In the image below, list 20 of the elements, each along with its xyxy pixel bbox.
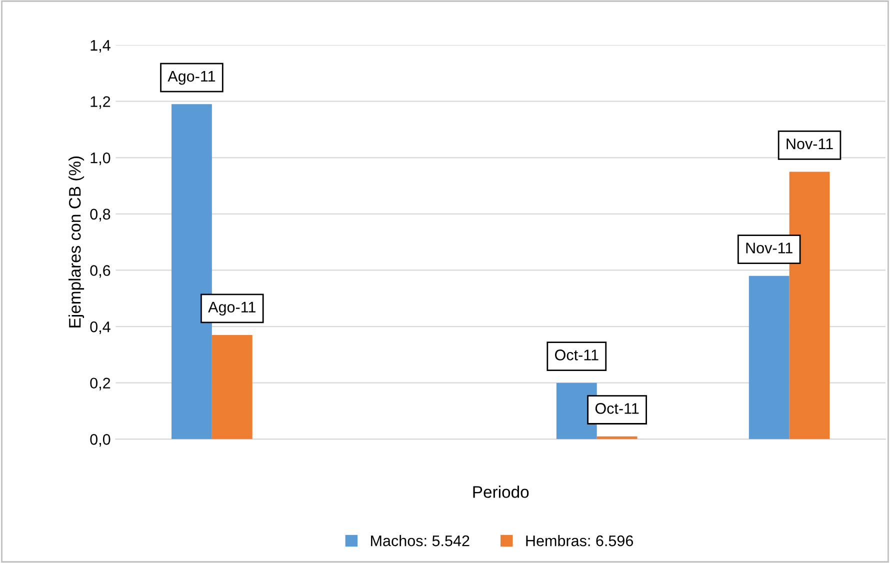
- y-tick-label: 0,8: [90, 208, 110, 222]
- data-label: Ago-11: [208, 302, 256, 316]
- y-tick-label: 1,0: [90, 152, 110, 166]
- data-label: Nov-11: [786, 138, 833, 150]
- y-tick-label: 0,4: [90, 321, 110, 334]
- y-tick-label: 1,2: [90, 96, 110, 109]
- data-label: Oct-11: [595, 403, 639, 414]
- y-tick-label: 0,6: [90, 265, 110, 278]
- y-tick-label: 0,2: [90, 378, 110, 390]
- y-tick-label: 1,4: [90, 40, 110, 53]
- data-label: Ago-11: [168, 71, 216, 85]
- y-tick-label: 0,0: [90, 434, 110, 447]
- data-label: Nov-11: [746, 242, 792, 254]
- legend-label: Hembras: 6.596: [526, 535, 634, 546]
- bar: [748, 276, 790, 440]
- y-axis-title: Ejemplares con CB (%): [68, 156, 84, 328]
- bar: [212, 334, 252, 440]
- legend-label: Machos: 5.542: [371, 535, 470, 546]
- x-axis-title: Periodo: [473, 486, 529, 498]
- data-label: Oct-11: [555, 350, 598, 360]
